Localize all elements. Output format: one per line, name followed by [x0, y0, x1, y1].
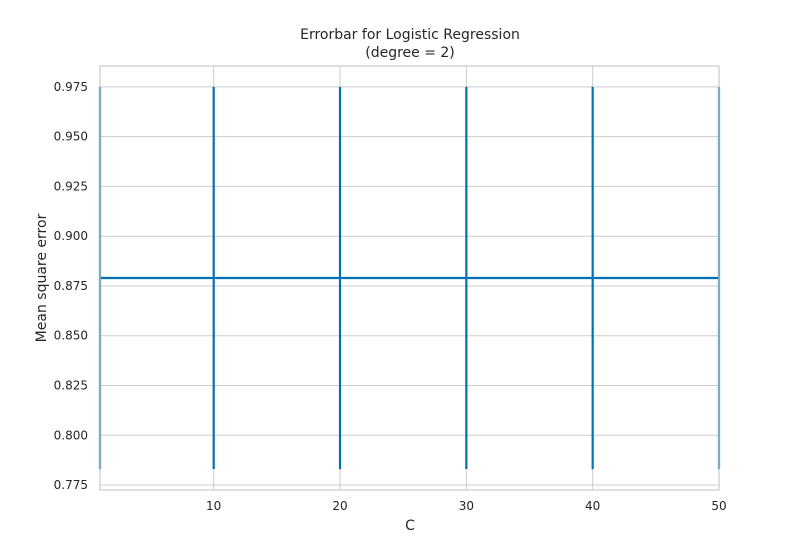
x-tick-label: 40	[585, 499, 600, 513]
y-tick-label: 0.900	[54, 229, 88, 243]
y-tick-label: 0.825	[54, 378, 88, 392]
x-ticks: 10 20 30 40 50	[206, 499, 727, 513]
y-tick-label: 0.800	[54, 428, 88, 442]
x-tick-label: 20	[332, 499, 347, 513]
x-tick-label: 30	[459, 499, 474, 513]
y-tick-label: 0.850	[54, 329, 88, 343]
y-tick-label: 0.950	[54, 130, 88, 144]
x-tick-label: 10	[206, 499, 221, 513]
y-tick-label: 0.975	[54, 80, 88, 94]
plot-frame	[99, 65, 720, 491]
chart-title-line-1: Errorbar for Logistic Regression	[300, 27, 520, 43]
y-tick-label: 0.925	[54, 179, 88, 193]
x-tick-label: 50	[711, 499, 726, 513]
chart-title-line-2: (degree = 2)	[365, 45, 455, 61]
y-axis-label: Mean square error	[34, 213, 50, 342]
y-ticks: 0.775 0.800 0.825 0.850 0.875 0.900 0.925 0.950…	[54, 80, 88, 492]
y-tick-label: 0.775	[54, 478, 88, 492]
y-tick-label: 0.875	[54, 279, 88, 293]
x-axis-label: C	[405, 518, 415, 534]
